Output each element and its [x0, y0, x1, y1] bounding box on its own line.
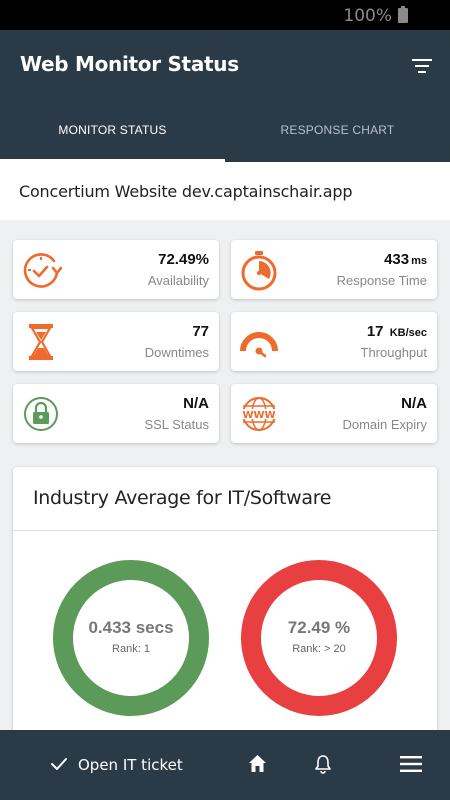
- response-time-ring: 0.433 secs Rank: 1: [53, 560, 209, 716]
- response-ring-rank: Rank: 1: [112, 643, 150, 655]
- page-title: Web Monitor Status: [20, 52, 239, 76]
- filter-icon[interactable]: [412, 58, 432, 74]
- battery-text: 100%: [343, 6, 392, 26]
- site-name: Concertium Website dev.captainschair.app: [19, 182, 353, 201]
- tab-monitor-status-label: MONITOR STATUS: [58, 123, 167, 137]
- ssl-status-card[interactable]: N/A SSL Status: [13, 384, 219, 443]
- response-ring-circle: [53, 560, 209, 716]
- response-time-card[interactable]: 433 ms Response Time: [231, 240, 437, 299]
- app-bar: Web Monitor Status MONITOR STATUS RESPON…: [0, 30, 450, 162]
- response-ring-value: 0.433 secs: [88, 618, 174, 637]
- throughput-label: Throughput: [360, 345, 428, 360]
- tab-monitor-status[interactable]: MONITOR STATUS: [0, 110, 225, 162]
- open-it-ticket-label: Open IT ticket: [78, 756, 183, 774]
- tab-response-chart-label: RESPONSE CHART: [280, 123, 395, 137]
- availability-clock-icon: [23, 253, 62, 288]
- availability-card[interactable]: 72.49% Availability: [13, 240, 219, 299]
- stopwatch-icon: [241, 251, 277, 291]
- status-bar: 100%: [0, 0, 450, 30]
- availability-ring-value: 72.49 %: [287, 618, 351, 637]
- downtimes-value: 77: [192, 323, 209, 340]
- availability-ring-circle: [241, 560, 397, 716]
- divider: [13, 530, 437, 531]
- domain-expiry-card[interactable]: WWW N/A Domain Expiry: [231, 384, 437, 443]
- availability-label: Availability: [147, 273, 209, 288]
- check-icon: [51, 758, 67, 770]
- industry-title: Industry Average for IT/Software: [33, 487, 332, 509]
- response-time-label: Response Time: [336, 273, 427, 288]
- menu-icon[interactable]: [400, 756, 422, 772]
- tab-response-chart[interactable]: RESPONSE CHART: [225, 110, 450, 162]
- throughput-value: 17 KB/sec: [366, 323, 427, 340]
- home-icon[interactable]: [248, 754, 267, 774]
- gauge-icon: [240, 332, 278, 358]
- throughput-card[interactable]: 17 KB/sec Throughput: [231, 312, 437, 371]
- availability-value: 72.49%: [158, 251, 209, 268]
- ssl-status-label: SSL Status: [144, 417, 209, 432]
- industry-average-card: Industry Average for IT/Software 0.433 s…: [13, 467, 437, 767]
- hourglass-icon: [29, 324, 53, 360]
- response-time-value: 433 ms: [384, 251, 427, 268]
- bell-icon[interactable]: [314, 754, 332, 774]
- svg-text:WWW: WWW: [242, 410, 275, 421]
- www-globe-icon: WWW: [241, 397, 277, 431]
- availability-ring-rank: Rank: > 20: [292, 643, 346, 655]
- downtimes-label: Downtimes: [144, 345, 209, 360]
- lock-icon: [24, 397, 58, 431]
- ssl-status-value: N/A: [183, 395, 209, 412]
- domain-expiry-value: N/A: [401, 395, 427, 412]
- bottom-bar: Open IT ticket: [0, 730, 450, 800]
- domain-expiry-label: Domain Expiry: [342, 417, 427, 432]
- downtimes-card[interactable]: 77 Downtimes: [13, 312, 219, 371]
- site-header: Concertium Website dev.captainschair.app: [0, 162, 450, 220]
- availability-ring: 72.49 % Rank: > 20: [241, 560, 397, 716]
- battery-icon: [398, 6, 408, 23]
